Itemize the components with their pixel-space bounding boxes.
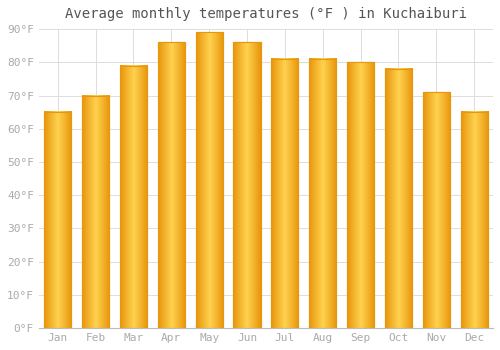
Bar [271,59,298,328]
Bar [120,65,147,328]
Bar [385,69,412,328]
Bar [234,42,260,328]
Bar [82,96,109,328]
Bar [309,59,336,328]
Bar [347,62,374,328]
Bar [422,92,450,328]
Bar [460,112,488,328]
Bar [82,96,109,328]
Bar [44,112,72,328]
Bar [422,92,450,328]
Bar [158,42,185,328]
Bar [44,112,72,328]
Bar [460,112,488,328]
Bar [196,33,223,328]
Bar [196,33,223,328]
Bar [385,69,412,328]
Bar [120,65,147,328]
Bar [234,42,260,328]
Bar [158,42,185,328]
Title: Average monthly temperatures (°F ) in Kuchaiburi: Average monthly temperatures (°F ) in Ku… [65,7,467,21]
Bar [347,62,374,328]
Bar [271,59,298,328]
Bar [309,59,336,328]
